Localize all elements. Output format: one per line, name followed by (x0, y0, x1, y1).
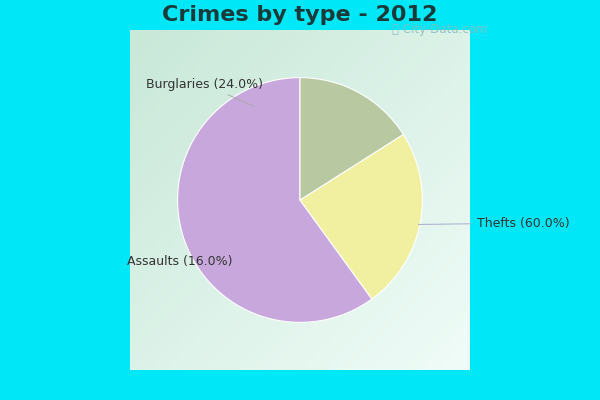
Wedge shape (178, 78, 372, 322)
Text: Thefts (60.0%): Thefts (60.0%) (418, 217, 569, 230)
Text: Burglaries (24.0%): Burglaries (24.0%) (146, 78, 263, 106)
Wedge shape (300, 78, 403, 200)
Text: ⓘ City-Data.com: ⓘ City-Data.com (392, 23, 487, 36)
Wedge shape (300, 134, 422, 299)
Text: Assaults (16.0%): Assaults (16.0%) (127, 252, 233, 268)
Text: Crimes by type - 2012: Crimes by type - 2012 (163, 5, 437, 25)
